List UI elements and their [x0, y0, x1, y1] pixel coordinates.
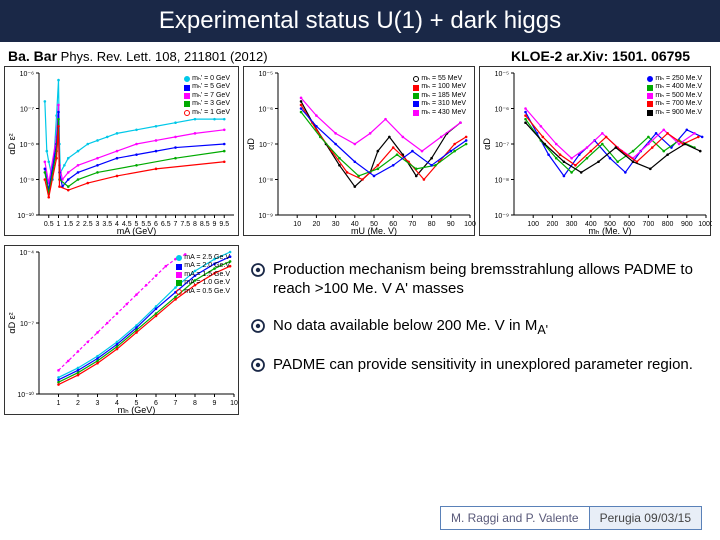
- chart-kloe-mh: 100200300400500600700800900100010⁻⁹10⁻⁸1…: [479, 66, 711, 236]
- chart-babar: 0.511.522.533.544.555.566.577.588.599.51…: [4, 66, 239, 236]
- title-bar: Experimental status U(1) + dark higgs: [0, 0, 720, 42]
- svg-text:7: 7: [174, 221, 178, 228]
- svg-text:700: 700: [643, 221, 655, 228]
- svg-text:2: 2: [76, 400, 80, 407]
- svg-text:70: 70: [409, 221, 417, 228]
- svg-text:10⁻⁵: 10⁻⁵: [259, 71, 273, 78]
- svg-text:10⁻⁶: 10⁻⁶: [259, 107, 273, 114]
- svg-text:3: 3: [96, 400, 100, 407]
- svg-text:10⁻⁹: 10⁻⁹: [259, 213, 273, 220]
- svg-text:10⁻⁷: 10⁻⁷: [20, 321, 34, 328]
- svg-text:300: 300: [566, 221, 578, 228]
- footer: M. Raggi and P. Valente Perugia 09/03/15: [440, 506, 702, 530]
- svg-text:800: 800: [662, 221, 674, 228]
- svg-text:1: 1: [57, 221, 61, 228]
- svg-text:9: 9: [213, 400, 217, 407]
- bullet-icon: [251, 263, 265, 277]
- bullet-list: Production mechanism being bremsstrahlun…: [247, 245, 716, 415]
- svg-text:10⁻⁷: 10⁻⁷: [495, 142, 509, 149]
- svg-text:0.5: 0.5: [44, 221, 54, 228]
- svg-text:1: 1: [57, 400, 61, 407]
- svg-text:10⁻⁸: 10⁻⁸: [259, 178, 273, 185]
- svg-text:10⁻⁹: 10⁻⁹: [20, 178, 34, 185]
- bullet-text: No data available below 200 Me. V in MA': [273, 317, 548, 339]
- svg-text:10⁻⁷: 10⁻⁷: [259, 142, 273, 149]
- svg-text:αD ε²: αD ε²: [7, 312, 17, 333]
- svg-text:10⁻⁹: 10⁻⁹: [495, 213, 509, 220]
- row-2: 1234567891010⁻¹⁰10⁻⁷10⁻⁴mₕ (GeV)αD ε²mA …: [0, 241, 720, 415]
- reference-row: Ba. Bar Phys. Rev. Lett. 108, 211801 (20…: [0, 42, 720, 66]
- svg-text:2: 2: [76, 221, 80, 228]
- bullet-icon: [251, 358, 265, 372]
- svg-text:mₕ (Me. V): mₕ (Me. V): [588, 226, 631, 236]
- svg-text:100: 100: [464, 221, 476, 228]
- charts-row-1: 0.511.522.533.544.555.566.577.588.599.51…: [0, 66, 720, 241]
- svg-text:1.5: 1.5: [63, 221, 73, 228]
- svg-text:αD: αD: [482, 138, 492, 150]
- svg-text:6.5: 6.5: [161, 221, 171, 228]
- svg-text:10⁻⁸: 10⁻⁸: [20, 142, 34, 149]
- bullet-2: No data available below 200 Me. V in MA': [251, 317, 708, 339]
- bullet-text: PADME can provide sensitivity in unexplo…: [273, 356, 693, 375]
- svg-text:10: 10: [230, 400, 238, 407]
- svg-text:80: 80: [428, 221, 436, 228]
- svg-text:900: 900: [681, 221, 693, 228]
- svg-text:2.5: 2.5: [83, 221, 93, 228]
- footer-date: Perugia 09/03/15: [590, 506, 702, 530]
- svg-text:10⁻⁴: 10⁻⁴: [20, 250, 35, 257]
- svg-text:mA (GeV): mA (GeV): [117, 226, 157, 236]
- svg-text:90: 90: [447, 221, 455, 228]
- bullet-text: Production mechanism being bremsstrahlun…: [273, 261, 708, 299]
- bullet-icon: [251, 319, 265, 333]
- svg-text:10⁻⁶: 10⁻⁶: [20, 71, 34, 78]
- svg-text:mU (Me. V): mU (Me. V): [351, 226, 397, 236]
- chart-babar-bottom: 1234567891010⁻¹⁰10⁻⁷10⁻⁴mₕ (GeV)αD ε²mA …: [4, 245, 239, 415]
- svg-text:20: 20: [313, 221, 321, 228]
- svg-text:200: 200: [547, 221, 559, 228]
- svg-text:7.5: 7.5: [180, 221, 190, 228]
- svg-text:8: 8: [193, 221, 197, 228]
- svg-text:mₕ (GeV): mₕ (GeV): [118, 405, 156, 415]
- svg-text:3: 3: [96, 221, 100, 228]
- svg-text:10: 10: [293, 221, 301, 228]
- svg-text:9: 9: [213, 221, 217, 228]
- svg-text:8.5: 8.5: [200, 221, 210, 228]
- svg-text:9.5: 9.5: [219, 221, 229, 228]
- svg-text:100: 100: [527, 221, 539, 228]
- title-text: Experimental status U(1) + dark higgs: [159, 7, 561, 35]
- ref-right: KLOE-2 ar.Xiv: 1501. 06795: [511, 48, 690, 64]
- svg-text:1000: 1000: [698, 221, 712, 228]
- footer-authors: M. Raggi and P. Valente: [440, 506, 590, 530]
- ref-left-bold: Ba. Bar: [8, 48, 57, 64]
- svg-text:αD ε²: αD ε²: [7, 133, 17, 154]
- svg-text:αD: αD: [246, 138, 256, 150]
- bullet-3: PADME can provide sensitivity in unexplo…: [251, 356, 708, 375]
- ref-left-rest: Phys. Rev. Lett. 108, 211801 (2012): [57, 49, 268, 64]
- chart-kloe-mu: 10203040506070809010010⁻⁹10⁻⁸10⁻⁷10⁻⁶10⁻…: [243, 66, 475, 236]
- svg-text:10⁻⁸: 10⁻⁸: [495, 178, 509, 185]
- svg-text:10⁻⁵: 10⁻⁵: [495, 71, 509, 78]
- svg-text:10⁻⁷: 10⁻⁷: [20, 107, 34, 114]
- svg-text:10⁻¹⁰: 10⁻¹⁰: [17, 212, 34, 220]
- bullet-1: Production mechanism being bremsstrahlun…: [251, 261, 708, 299]
- svg-text:8: 8: [193, 400, 197, 407]
- svg-text:10⁻⁶: 10⁻⁶: [495, 107, 509, 114]
- svg-text:30: 30: [332, 221, 340, 228]
- svg-text:10⁻¹⁰: 10⁻¹⁰: [17, 391, 34, 399]
- svg-text:7: 7: [174, 400, 178, 407]
- ref-left: Ba. Bar Phys. Rev. Lett. 108, 211801 (20…: [8, 48, 268, 64]
- svg-text:3.5: 3.5: [102, 221, 112, 228]
